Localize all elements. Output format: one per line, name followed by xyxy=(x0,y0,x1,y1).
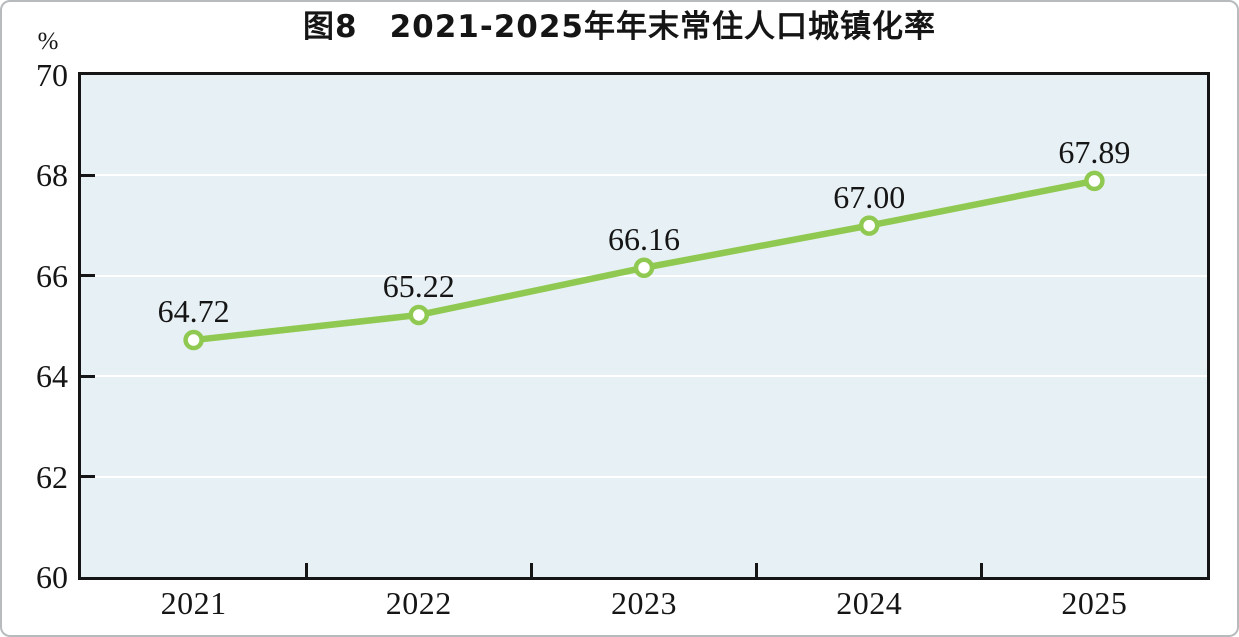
y-axis-tick xyxy=(78,274,95,278)
data-point-label: 67.00 xyxy=(833,178,906,215)
x-axis-tick xyxy=(304,563,308,577)
y-axis-label: 62 xyxy=(36,458,68,495)
gridline xyxy=(81,475,1207,478)
y-axis-tick xyxy=(78,173,95,177)
data-point-label: 64.72 xyxy=(157,293,230,330)
data-point-marker xyxy=(183,329,204,351)
y-axis-tick xyxy=(78,475,95,479)
x-axis-label: 2025 xyxy=(1061,585,1128,621)
x-axis-label: 2024 xyxy=(836,585,903,621)
y-axis-label: 60 xyxy=(36,559,68,595)
y-axis-tick xyxy=(78,374,95,378)
x-axis-label: 2023 xyxy=(611,585,677,621)
plot-area: 64.72 65.22 66.16 67.00 67.89 xyxy=(78,72,1210,580)
y-axis-label: 68 xyxy=(36,157,68,194)
gridline xyxy=(81,174,1207,177)
x-axis-tick xyxy=(980,563,984,577)
data-point-label: 65.22 xyxy=(382,267,455,304)
chart-title: 图8 2021-2025年年末常住人口城镇化率 xyxy=(303,9,936,45)
x-axis-label: 2021 xyxy=(160,585,227,621)
data-point-marker xyxy=(408,304,430,326)
y-axis-unit-label: % xyxy=(37,28,59,55)
x-axis-tick xyxy=(755,563,759,577)
data-point-marker xyxy=(858,215,880,236)
y-axis-label: 66 xyxy=(36,257,68,294)
x-axis-label: 2022 xyxy=(385,585,452,621)
gridline xyxy=(81,375,1207,378)
data-point-label: 66.16 xyxy=(608,220,680,257)
data-point-marker xyxy=(633,257,655,279)
y-axis-label: 64 xyxy=(36,358,68,395)
x-axis-tick xyxy=(529,563,533,577)
data-point-label: 67.89 xyxy=(1058,133,1131,170)
y-axis-label: 70 xyxy=(36,57,68,93)
data-point-marker xyxy=(1084,170,1105,192)
line-series xyxy=(183,170,1105,351)
